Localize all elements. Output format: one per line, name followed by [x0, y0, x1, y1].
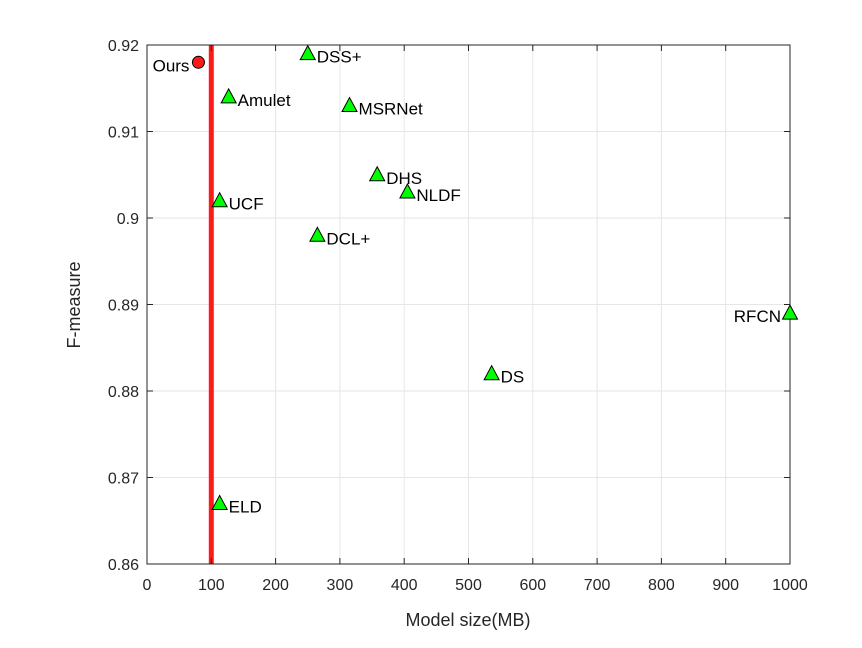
point-label-ours: Ours: [153, 56, 190, 75]
point-label-dhs: DHS: [386, 169, 422, 188]
point-ucf: [211, 191, 228, 208]
point-label-amulet: Amulet: [238, 91, 291, 110]
x-tick-label: 100: [198, 577, 225, 594]
y-tick-label: 0.89: [108, 298, 139, 315]
y-tick-label: 0.9: [117, 211, 139, 228]
x-tick-label: 400: [391, 577, 418, 594]
x-tick-label: 300: [327, 577, 354, 594]
point-nldf: [399, 182, 416, 199]
x-tick-label: 1000: [772, 577, 808, 594]
point-label-ds: DS: [501, 368, 525, 387]
x-tick-label: 600: [519, 577, 546, 594]
point-msrnet: [341, 96, 358, 113]
point-label-dss: DSS+: [317, 48, 362, 67]
point-amulet: [220, 87, 237, 104]
x-tick-label: 200: [262, 577, 289, 594]
x-axis-ticks: 0 100 200 300 400 500 600 700 800 900 1000: [143, 45, 808, 594]
x-tick-label: 700: [584, 577, 611, 594]
point-dss: [299, 44, 317, 61]
point-label-dcl: DCL+: [326, 229, 370, 248]
x-tick-label: 500: [455, 577, 482, 594]
point-dhs: [368, 165, 386, 182]
point-label-ucf: UCF: [229, 195, 264, 214]
point-eld: [211, 494, 228, 510]
point-ds: [483, 364, 500, 381]
point-ours: [191, 55, 205, 69]
y-tick-label: 0.87: [108, 471, 139, 488]
y-axis-title: F-measure: [64, 261, 84, 348]
point-label-eld: ELD: [229, 497, 262, 516]
point-label-nldf: NLDF: [416, 186, 460, 205]
y-tick-label: 0.86: [108, 557, 139, 574]
y-tick-label: 0.88: [108, 384, 139, 401]
x-tick-label: 0: [143, 577, 152, 594]
grid: [147, 45, 790, 564]
x-tick-label: 800: [648, 577, 675, 594]
point-dcl: [309, 226, 326, 242]
x-axis-title: Model size(MB): [405, 610, 530, 630]
point-label-msrnet: MSRNet: [359, 100, 424, 119]
point-label-rfcn: RFCN: [734, 307, 781, 326]
point-rfcn: [781, 304, 799, 320]
y-axis-ticks: 0.86 0.87 0.88 0.89 0.9 0.91 0.92: [108, 38, 790, 574]
data-points: [191, 44, 799, 510]
x-tick-label: 900: [712, 577, 739, 594]
y-tick-label: 0.92: [108, 38, 139, 55]
y-tick-label: 0.91: [108, 125, 139, 142]
